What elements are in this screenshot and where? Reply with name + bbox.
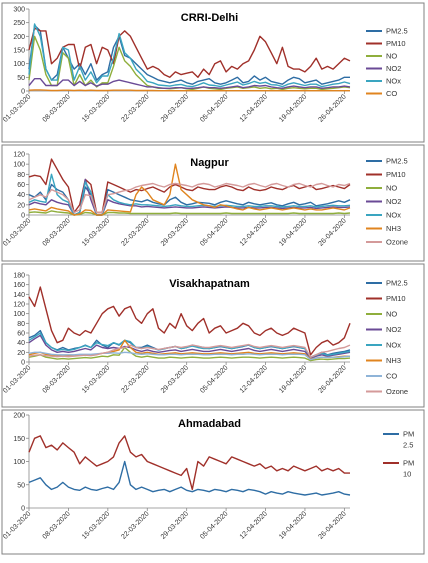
chart-border bbox=[1, 409, 425, 555]
legend-label: NO2 bbox=[386, 325, 401, 334]
y-tick-label: 80 bbox=[17, 321, 25, 328]
y-tick-label: 200 bbox=[13, 34, 25, 41]
legend-label: CO bbox=[386, 89, 397, 98]
y-tick-label: 100 bbox=[13, 311, 25, 318]
series-line-pm10 bbox=[28, 27, 351, 79]
y-tick-label: 0 bbox=[21, 506, 25, 513]
series-line-nox bbox=[28, 23, 351, 88]
series-line-co bbox=[28, 351, 351, 361]
series-line-no bbox=[28, 346, 351, 362]
y-tick-label: 40 bbox=[17, 192, 25, 199]
y-tick-label: 120 bbox=[13, 302, 25, 309]
y-tick-label: 100 bbox=[13, 61, 25, 68]
y-tick-label: 50 bbox=[17, 482, 25, 489]
series-line-no bbox=[28, 35, 351, 91]
chart-title: Nagpur bbox=[190, 157, 229, 169]
y-tick-label: 60 bbox=[17, 331, 25, 338]
legend-label: PM2.5 bbox=[386, 279, 408, 288]
legend-label: NO2 bbox=[386, 64, 401, 73]
series-line-ozone bbox=[28, 182, 351, 214]
legend-label: NO2 bbox=[386, 197, 401, 206]
chart-title: CRRI-Delhi bbox=[181, 12, 238, 24]
chart-title: Visakhapatnam bbox=[169, 278, 250, 290]
series-line-co bbox=[28, 89, 350, 92]
y-tick-label: 180 bbox=[13, 273, 25, 280]
series-line-ozone bbox=[28, 343, 351, 358]
y-tick-label: 150 bbox=[13, 48, 25, 55]
legend-label: NO bbox=[386, 52, 397, 61]
y-tick-label: 20 bbox=[17, 350, 25, 357]
legend-label: NOx bbox=[386, 211, 401, 220]
series-line-pm10 bbox=[28, 286, 351, 356]
legend-label: NO bbox=[386, 310, 397, 319]
y-tick-label: 300 bbox=[13, 7, 25, 14]
legend-label: NH3 bbox=[386, 356, 401, 365]
y-tick-label: 0 bbox=[21, 89, 25, 96]
y-tick-label: 140 bbox=[13, 292, 25, 299]
series-line-no2 bbox=[28, 334, 351, 359]
legend-label: PM2.5 bbox=[386, 27, 408, 36]
legend-label: PM10 bbox=[386, 170, 406, 179]
y-tick-label: 40 bbox=[17, 340, 25, 347]
y-tick-label: 100 bbox=[13, 459, 25, 466]
legend-label: NOx bbox=[386, 341, 401, 350]
legend-label: NH3 bbox=[386, 224, 401, 233]
y-tick-label: 60 bbox=[17, 182, 25, 189]
legend-label: CO bbox=[386, 372, 397, 381]
legend-label: PM10 bbox=[386, 39, 406, 48]
y-tick-label: 20 bbox=[17, 202, 25, 209]
series-line-nox bbox=[28, 173, 351, 216]
series-line-no2 bbox=[28, 77, 351, 90]
y-tick-label: 160 bbox=[13, 282, 25, 289]
y-tick-label: 0 bbox=[21, 213, 25, 220]
legend-label: Ozone bbox=[386, 238, 408, 247]
chart-title: Ahmadabad bbox=[178, 418, 241, 430]
y-tick-label: 0 bbox=[21, 360, 25, 367]
series-line-pm25 bbox=[28, 24, 350, 85]
chart-border bbox=[1, 263, 425, 408]
legend-label: PM10 bbox=[386, 294, 406, 303]
legend-label: NOx bbox=[386, 77, 401, 86]
series-line-nh3 bbox=[28, 163, 351, 216]
y-tick-label: 80 bbox=[17, 172, 25, 179]
y-tick-label: 200 bbox=[13, 413, 25, 420]
series-line-nox bbox=[28, 332, 351, 358]
series-line-no bbox=[28, 210, 351, 216]
legend-label: Ozone bbox=[386, 387, 408, 396]
y-tick-label: 150 bbox=[13, 436, 25, 443]
legend-label: PM2.5 bbox=[386, 157, 408, 166]
y-tick-label: 50 bbox=[17, 75, 25, 82]
series-line-pm25 bbox=[28, 460, 351, 496]
y-tick-label: 120 bbox=[13, 152, 25, 159]
y-tick-label: 250 bbox=[13, 20, 25, 27]
y-tick-label: 100 bbox=[13, 162, 25, 169]
series-line-pm10 bbox=[28, 435, 350, 491]
legend-label: NO bbox=[386, 184, 397, 193]
